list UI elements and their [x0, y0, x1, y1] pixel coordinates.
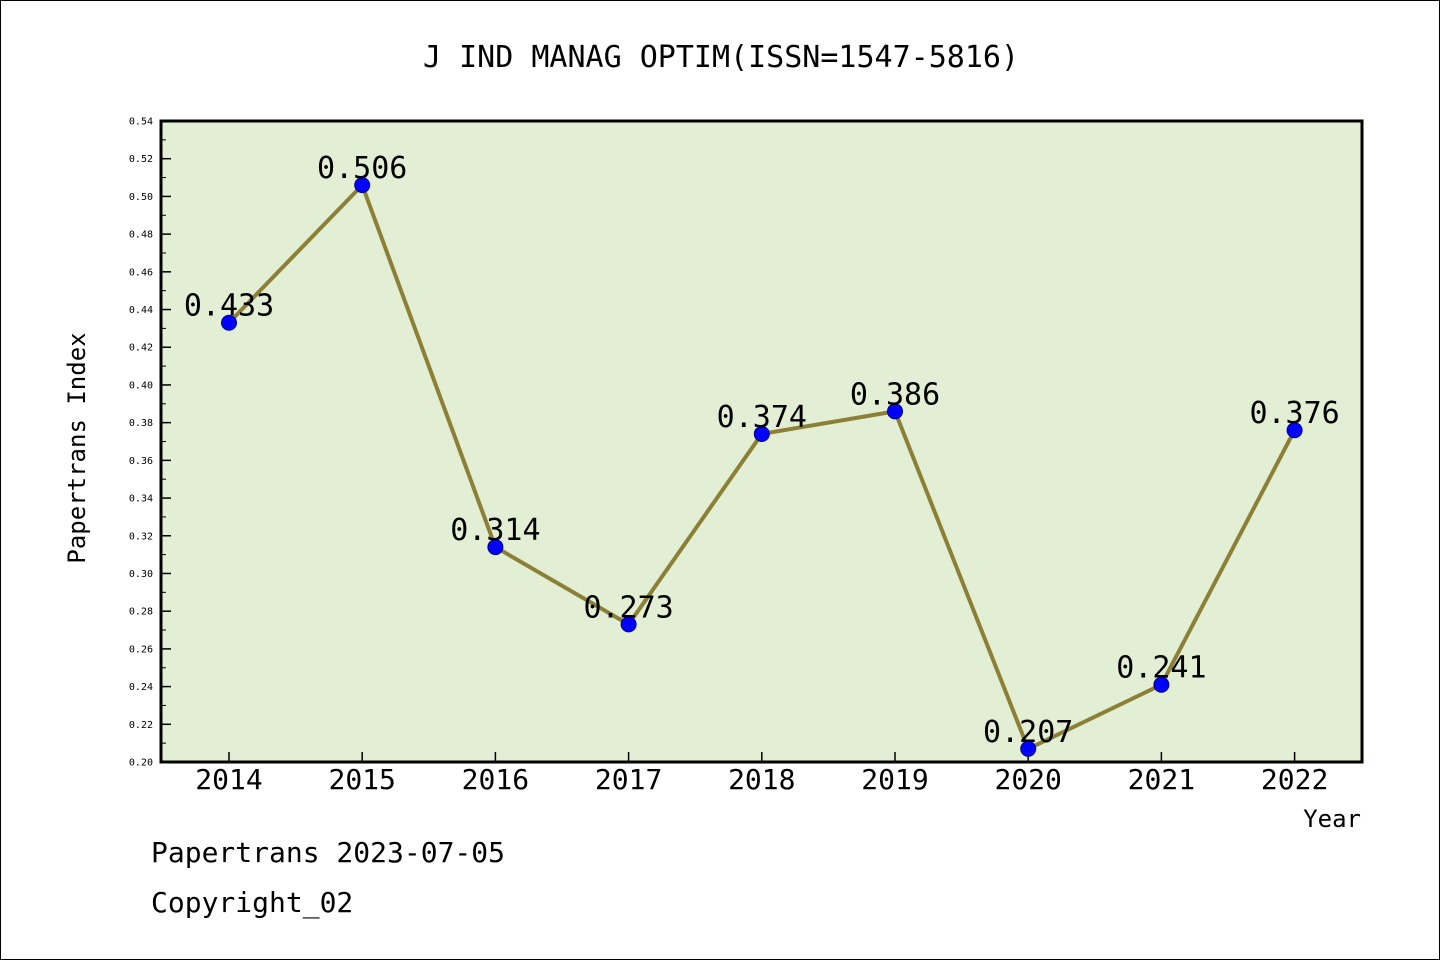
x-axis-label: Year: [1303, 805, 1361, 833]
data-point: [753, 425, 770, 442]
y-tick-label: 0.20: [129, 758, 153, 769]
y-tick-label: 0.28: [129, 607, 153, 618]
y-tick-label: 0.34: [129, 494, 153, 505]
data-point: [620, 616, 637, 633]
y-tick-label: 0.26: [129, 644, 153, 655]
data-point: [1153, 676, 1170, 693]
x-axis: 2014 2015 2016 2017 2018 2019 2020 2021 2022: [195, 752, 1328, 796]
data-label: 0.376: [1249, 396, 1339, 431]
data-label: 0.273: [583, 590, 673, 625]
x-tick-label: 2020: [994, 763, 1061, 796]
y-tick-label: 0.46: [129, 267, 153, 278]
y-tick-label: 0.32: [129, 531, 153, 542]
x-tick-label: 2021: [1128, 763, 1195, 796]
y-tick-label: 0.36: [129, 456, 153, 467]
y-axis-label: Papertrans Index: [63, 332, 91, 563]
y-tick-label: 0.30: [129, 569, 153, 580]
data-label: 0.386: [850, 377, 940, 412]
x-tick-label: 2016: [462, 763, 529, 796]
data-point: [1020, 740, 1037, 757]
y-tick-label: 0.50: [129, 192, 153, 203]
x-tick-label: 2014: [195, 763, 262, 796]
data-point: [1286, 422, 1303, 439]
y-tick-label: 0.52: [129, 154, 153, 165]
data-point: [887, 403, 903, 420]
y-tick-label: 0.48: [129, 230, 153, 241]
x-tick-label: 2022: [1261, 763, 1328, 796]
x-tick-label: 2019: [861, 763, 928, 796]
y-tick-label: 0.42: [129, 343, 153, 354]
y-tick-label: 0.54: [129, 117, 153, 128]
data-label: 0.241: [1116, 651, 1206, 686]
y-tick-label: 0.44: [129, 305, 153, 316]
x-tick-label: 2015: [328, 763, 395, 796]
y-tick-label: 0.24: [129, 682, 153, 693]
data-series: 0.433 0.506 0.314 0.273 0.374 0.386 0.207 0.241…: [184, 151, 1340, 757]
data-label: 0.433: [184, 289, 274, 324]
data-point: [221, 314, 237, 331]
footer-date: Papertrans 2023-07-05: [151, 836, 506, 869]
data-label: 0.207: [983, 715, 1073, 750]
x-tick-label: 2018: [728, 763, 795, 796]
data-point: [487, 539, 504, 556]
y-axis: 0.20 0.22 0.24 0.26 0.28 0.30 0.32 0.34 0.36 0.38…: [129, 117, 171, 769]
data-point: [354, 177, 371, 194]
x-tick-label: 2017: [595, 763, 662, 796]
chart-title: J IND MANAG OPTIM(ISSN=1547-5816): [423, 40, 1019, 75]
data-label: 0.374: [717, 400, 807, 435]
y-tick-label: 0.38: [129, 418, 153, 429]
y-tick-label: 0.40: [129, 380, 153, 391]
data-label: 0.314: [450, 513, 540, 548]
y-tick-label: 0.22: [129, 720, 153, 731]
footer-copyright: Copyright_02: [151, 886, 354, 919]
data-label: 0.506: [317, 151, 407, 186]
